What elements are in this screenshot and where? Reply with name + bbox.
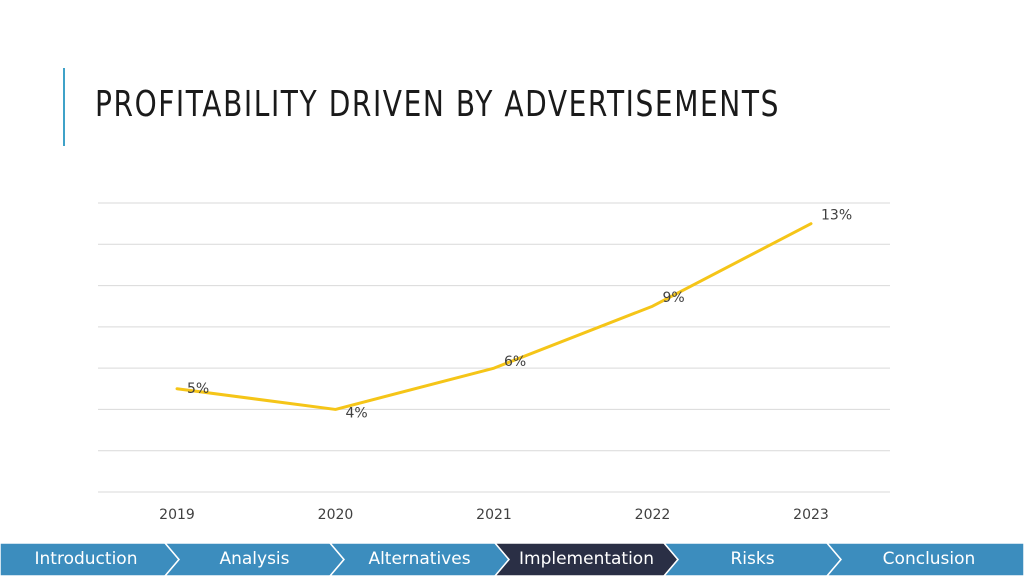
nav-item-implementation[interactable]: Implementation — [519, 549, 654, 569]
title-accent-bar — [63, 68, 65, 146]
section-navigation: Introduction Analysis Alternatives Implemen… — [0, 543, 1024, 576]
nav-item-conclusion[interactable]: Conclusion — [882, 549, 976, 569]
nav-chevron-shape — [826, 543, 1024, 576]
data-label: 6% — [504, 354, 526, 370]
chart-data-labels: 5% 4% 6% 9% 13% — [187, 208, 852, 422]
x-tick-label: 2020 — [318, 507, 354, 523]
nav-chevron-shape — [663, 543, 842, 576]
nav-chevron-shape — [329, 543, 510, 576]
chart-gridlines — [98, 202, 890, 493]
x-tick-label: 2019 — [159, 507, 195, 523]
nav-chevron-shape — [494, 543, 679, 576]
nav-item-analysis[interactable]: Analysis — [219, 549, 290, 569]
chart-series-line — [175, 222, 813, 411]
data-label: 13% — [821, 208, 852, 224]
series-line — [175, 222, 813, 411]
data-label: 5% — [187, 381, 209, 397]
nav-chevrons — [0, 543, 1024, 576]
x-tick-label: 2023 — [793, 507, 829, 523]
x-tick-label: 2021 — [476, 507, 512, 523]
nav-item-alternatives[interactable]: Alternatives — [368, 549, 471, 569]
nav-chevron-shape — [164, 543, 345, 576]
nav-item-risks[interactable]: Risks — [730, 549, 775, 569]
slide-title: PROFITABILITY DRIVEN BY ADVERTISEMENTS — [95, 84, 780, 125]
data-label: 4% — [346, 405, 368, 421]
chart-x-axis-ticks: 2019 2020 2021 2022 2023 — [159, 507, 829, 523]
x-tick-label: 2022 — [635, 507, 671, 523]
data-label: 9% — [663, 290, 685, 306]
nav-item-introduction[interactable]: Introduction — [34, 549, 138, 569]
line-chart: 5% 4% 6% 9% 13% 2019 2020 2021 2022 2023 — [98, 202, 890, 523]
